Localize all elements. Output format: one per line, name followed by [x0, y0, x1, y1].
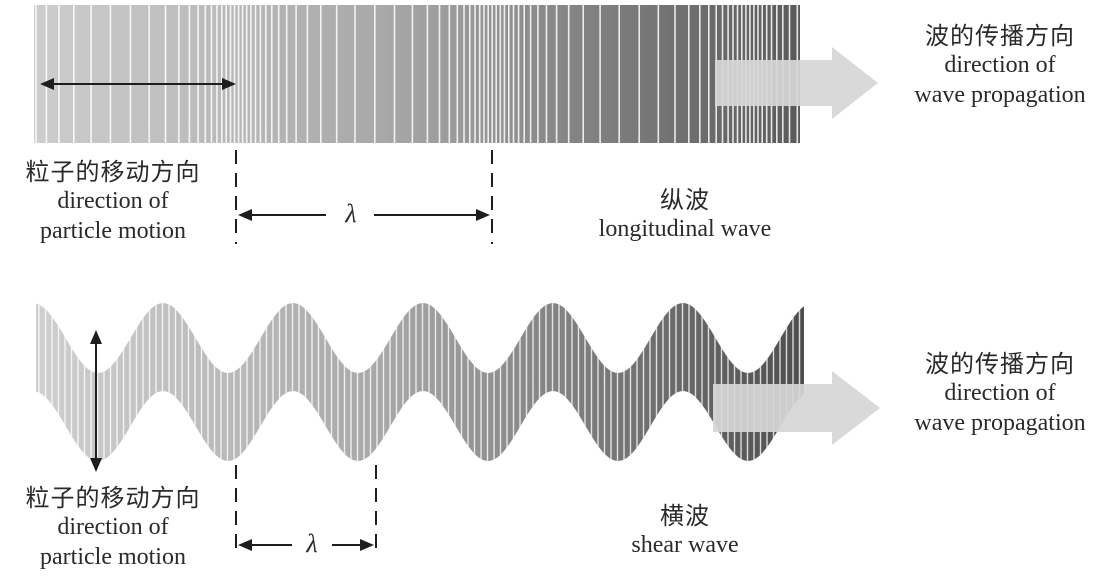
longitudinal-particle-label: 粒子的移动方向 direction of particle motion: [0, 158, 226, 246]
shear-name-en: shear wave: [631, 532, 739, 559]
shear-propagation-zh: 波的传播方向: [925, 350, 1075, 378]
shear-particle-zh: 粒子的移动方向: [25, 484, 201, 512]
shear-propagation-label: 波的传播方向 direction of wave propagation: [885, 350, 1115, 438]
longitudinal-propagation-zh: 波的传播方向: [925, 22, 1075, 50]
shear-wave-band: [36, 303, 804, 461]
longitudinal-name-zh: 纵波: [660, 186, 710, 214]
longitudinal-particle-en-2: particle motion: [40, 217, 186, 244]
longitudinal-particle-en-1: direction of: [57, 188, 169, 215]
longitudinal-propagation-arrow: [715, 47, 878, 119]
longitudinal-wave-band: [34, 5, 800, 143]
shear-name-zh: 横波: [660, 502, 710, 530]
longitudinal-name-en: longitudinal wave: [598, 216, 772, 243]
shear-wavelength-marker: [235, 465, 377, 551]
shear-particle-motion-arrow: [90, 330, 102, 472]
longitudinal-propagation-en-1: direction of: [944, 52, 1056, 79]
shear-propagation-en-2: wave propagation: [914, 409, 1086, 436]
longitudinal-propagation-label: 波的传播方向 direction of wave propagation: [885, 22, 1115, 110]
shear-particle-label: 粒子的移动方向 direction of particle motion: [0, 484, 226, 572]
shear-propagation-arrow: [713, 371, 880, 445]
shear-particle-en-2: particle motion: [40, 543, 186, 570]
longitudinal-wavelength-marker: [235, 150, 493, 244]
longitudinal-wavelength-symbol: λ: [345, 199, 357, 228]
longitudinal-particle-motion-arrow: [40, 78, 236, 90]
shear-wave-name: 横波 shear wave: [560, 502, 810, 561]
longitudinal-propagation-en-2: wave propagation: [914, 81, 1086, 108]
longitudinal-particle-zh: 粒子的移动方向: [25, 158, 201, 186]
shear-particle-en-1: direction of: [57, 514, 169, 541]
shear-propagation-en-1: direction of: [944, 380, 1056, 407]
longitudinal-wave-name: 纵波 longitudinal wave: [560, 186, 810, 245]
shear-wavelength-symbol: λ: [306, 529, 318, 558]
longitudinal-band-fill: [34, 5, 800, 143]
